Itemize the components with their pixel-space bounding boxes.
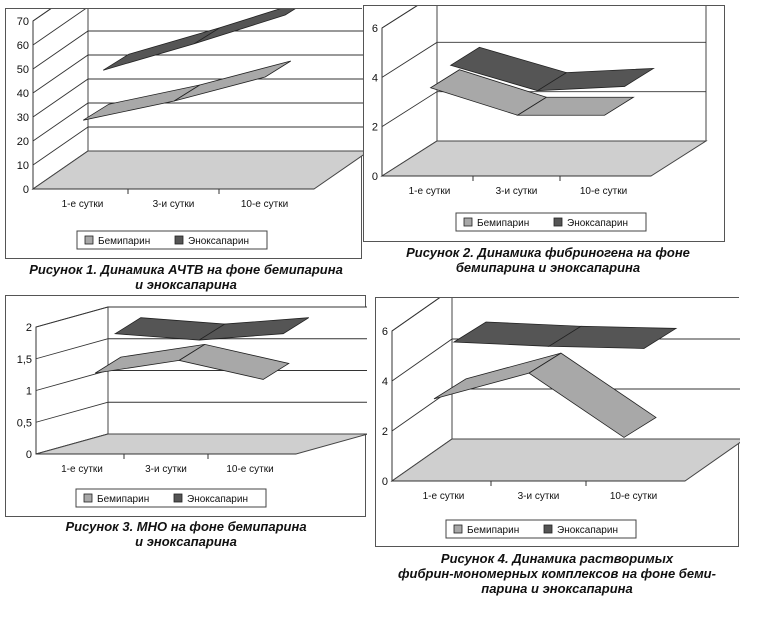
chart-2-panel: 0 2 4 6 1-е сутки 3-и сутки 10-е сутки Бемипари… <box>363 5 725 242</box>
series-1-segment-1 <box>198 317 310 341</box>
chart-4-svg: 0 2 4 6 1-е сутки 3-и сутки 10-е сутки Бемипари… <box>382 298 740 539</box>
series-1-segment-1 <box>193 9 296 45</box>
caption-line: фибрин-мономерных комплексов на фоне бeм… <box>398 566 716 581</box>
gridline <box>32 54 363 94</box>
y-tick-label: 0 <box>382 476 388 488</box>
x-tick-label: 1-е сутки <box>62 199 104 210</box>
caption-line: Рисунок 2. Динамика фибриногена на фоне <box>406 245 690 260</box>
gridline <box>35 306 367 328</box>
legend-label-0: Бемипарин <box>98 236 150 247</box>
legend-swatch-1 <box>543 524 553 534</box>
series-0-segment-1 <box>516 96 635 116</box>
chart-2-caption: Рисунок 2. Динамика фибриногена на фоне б… <box>370 245 726 275</box>
series-1-segment-1 <box>536 67 655 92</box>
x-tick-label: 10-е сутки <box>241 199 288 210</box>
y-tick-label: 2 <box>372 122 378 134</box>
y-tick-label: 0 <box>23 184 29 196</box>
chart-1-panel: 0 10 20 30 40 50 60 70 1-е сутки 3-и сутки 10-е су… <box>5 8 363 259</box>
caption-line: Рисунок 4. Динамика растворимых <box>440 551 674 566</box>
y-tick-label: 1 <box>26 386 32 398</box>
gridline <box>35 338 367 360</box>
y-tick-label: 0 <box>26 449 32 461</box>
legend-label-1: Эноксапарин <box>187 494 248 505</box>
legend-swatch-0 <box>463 217 473 227</box>
legend-swatch-1 <box>174 235 184 245</box>
gridline <box>32 102 363 142</box>
caption-line: Рисунок 1. Динамика АЧТВ на фоне бемипар… <box>29 262 343 277</box>
caption-line: и эноксапарина <box>135 534 237 549</box>
x-tick-label: 3-и сутки <box>153 199 195 210</box>
legend-box <box>455 212 647 232</box>
legend-label-1: Эноксапарин <box>557 525 618 536</box>
legend-swatch-0 <box>83 493 93 503</box>
gridline <box>381 91 706 128</box>
y-tick-label: 2 <box>26 322 32 334</box>
y-tick-label: 1,5 <box>17 354 32 366</box>
legend-swatch-0 <box>84 235 94 245</box>
y-tick-label: 10 <box>17 160 29 172</box>
chart-1-svg: 0 10 20 30 40 50 60 70 1-е сутки 3-и сутки 10-е су… <box>17 9 363 250</box>
legend-box <box>76 230 268 250</box>
x-tick-label: 10-е сутки <box>580 186 627 197</box>
x-tick-label: 3-и сутки <box>518 491 560 502</box>
caption-line: и эноксапарина <box>135 277 237 292</box>
legend-label-0: Бемипарин <box>477 218 529 229</box>
x-tick-label: 3-и сутки <box>496 186 538 197</box>
gridline <box>32 9 86 46</box>
legend-swatch-0 <box>453 524 463 534</box>
y-tick-label: 4 <box>372 72 378 84</box>
y-tick-label: 0 <box>372 171 378 183</box>
chart-4-caption: Рисунок 4. Динамика растворимых фибрин-мо… <box>376 551 738 596</box>
series-0-segment-1 <box>173 60 292 102</box>
chart-4-panel: 0 2 4 6 1-е сутки 3-и сутки 10-е сутки Бемипари… <box>375 297 740 547</box>
y-tick-label: 70 <box>17 16 29 28</box>
series-0-segment-1 <box>178 343 290 380</box>
gridline <box>381 41 706 78</box>
gridline <box>32 126 363 166</box>
gridline <box>35 401 367 423</box>
x-tick-label: 1-е сутки <box>61 464 103 475</box>
x-tick-label: 3-и сутки <box>145 464 187 475</box>
series-0-segment-1 <box>528 352 657 438</box>
legend-label-0: Бемипарин <box>97 494 149 505</box>
gridline <box>32 30 363 70</box>
floor <box>390 438 740 482</box>
y-tick-label: 6 <box>382 326 388 338</box>
chart-3-caption: Рисунок 3. МНО на фоне бемипарина и энокс… <box>3 519 369 549</box>
y-tick-label: 30 <box>17 112 29 124</box>
y-tick-label: 40 <box>17 88 29 100</box>
y-tick-label: 6 <box>372 23 378 35</box>
chart-3-panel: 0 0,5 1 1,5 2 1-е сутки 3-и сутки 10-е сутки Бем… <box>5 295 367 517</box>
x-tick-label: 1-е сутки <box>409 186 451 197</box>
legend-box <box>445 519 637 539</box>
legend-swatch-1 <box>173 493 183 503</box>
chart-2-svg: 0 2 4 6 1-е сутки 3-и сутки 10-е сутки Бемипари… <box>372 6 708 232</box>
y-tick-label: 0,5 <box>17 417 32 429</box>
legend-label-1: Эноксапарин <box>188 236 249 247</box>
x-tick-label: 10-е сутки <box>610 491 657 502</box>
y-tick-label: 20 <box>17 136 29 148</box>
floor <box>31 150 363 190</box>
x-tick-label: 10-е сутки <box>226 464 273 475</box>
y-tick-label: 4 <box>382 376 388 388</box>
chart-1-caption: Рисунок 1. Динамика АЧТВ на фоне бемипар… <box>3 262 369 292</box>
chart-3-svg: 0 0,5 1 1,5 2 1-е сутки 3-и сутки 10-е сутки Бем… <box>17 306 367 508</box>
legend-label-0: Бемипарин <box>467 525 519 536</box>
caption-line: бемипарина и эноксапарина <box>455 260 641 275</box>
gridline <box>391 298 440 332</box>
y-tick-label: 2 <box>382 426 388 438</box>
legend-box <box>75 488 267 508</box>
legend-swatch-1 <box>553 217 563 227</box>
caption-line: парина и эноксапарина <box>481 581 633 596</box>
x-tick-label: 1-е сутки <box>423 491 465 502</box>
legend-label-1: Эноксапарин <box>567 218 628 229</box>
y-tick-label: 60 <box>17 40 29 52</box>
gridline <box>381 6 418 29</box>
y-tick-label: 50 <box>17 64 29 76</box>
gridline <box>32 78 363 118</box>
series-1-segment-1 <box>547 325 678 349</box>
floor <box>380 140 708 177</box>
caption-line: Рисунок 3. МНО на фоне бемипарина <box>65 519 307 534</box>
